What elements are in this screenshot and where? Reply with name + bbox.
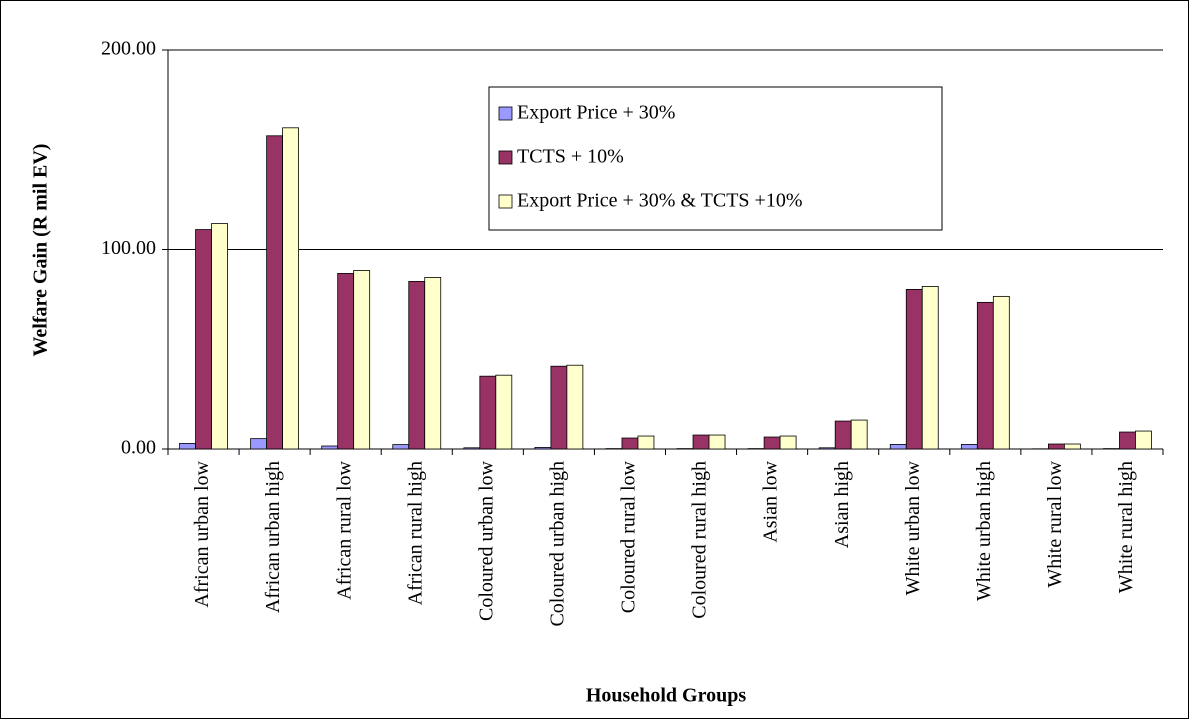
bar [179, 443, 196, 450]
bar [266, 135, 284, 450]
legend-label: TCTS + 10% [517, 146, 624, 168]
bar [905, 288, 923, 450]
y-axis-label: Welfare Gain (R mil EV) [30, 144, 52, 357]
legend-label: Export Price + 30% & TCTS +10% [517, 190, 803, 212]
bar [195, 229, 212, 450]
x-tick-label: Asian low [760, 460, 782, 542]
legend-swatch [498, 150, 513, 165]
x-tick-label: Coloured rural high [689, 461, 711, 619]
bar [1119, 431, 1136, 450]
legend-label: Export Price + 30% [517, 102, 675, 124]
bar [534, 447, 552, 450]
bar [1063, 443, 1081, 450]
legend-swatch [498, 106, 513, 121]
x-tick-label: Asian high [831, 461, 853, 548]
bar [282, 127, 299, 450]
bar [337, 273, 355, 450]
bar [889, 444, 907, 450]
x-tick-label: White urban high [973, 461, 995, 601]
bar [566, 364, 584, 450]
x-axis-label: Household Groups [586, 685, 746, 707]
bar [850, 419, 868, 450]
bar [353, 270, 371, 450]
x-tick-label: African urban low [191, 460, 213, 607]
bar [960, 444, 978, 450]
bar [495, 374, 513, 450]
bar [250, 438, 268, 450]
bar [463, 447, 481, 450]
x-tick-label: White rural low [1044, 460, 1066, 587]
bar [976, 301, 994, 450]
y-tick-label: 200.00 [101, 38, 156, 60]
bar [479, 375, 497, 450]
x-tick-label: Coloured urban low [475, 460, 497, 621]
x-tick-label: African rural high [404, 461, 426, 605]
legend-box [488, 86, 943, 231]
bar [1135, 430, 1152, 450]
bar [708, 434, 726, 450]
bar [424, 277, 442, 450]
x-tick-label: Coloured rural low [618, 460, 640, 613]
bar [834, 420, 852, 450]
bar [321, 445, 339, 450]
x-tick-label: African urban high [262, 461, 284, 613]
bar [637, 435, 655, 450]
x-tick-label: White rural high [1115, 461, 1137, 593]
bar [992, 295, 1010, 450]
x-tick-label: Coloured urban high [546, 461, 568, 627]
y-tick-label: 0.00 [121, 437, 156, 459]
bar [921, 286, 939, 450]
bar [211, 223, 228, 450]
bar [408, 281, 426, 450]
bar [692, 434, 710, 450]
bar [779, 435, 797, 450]
x-tick-label: African rural low [333, 460, 355, 599]
bar [392, 444, 410, 450]
x-tick-label: White urban low [902, 460, 924, 595]
legend-swatch [498, 194, 513, 209]
bar [818, 447, 836, 450]
y-tick-label: 100.00 [101, 237, 156, 259]
bar [550, 365, 568, 450]
bar [621, 437, 639, 450]
bar [1047, 443, 1065, 450]
bar [763, 436, 781, 450]
